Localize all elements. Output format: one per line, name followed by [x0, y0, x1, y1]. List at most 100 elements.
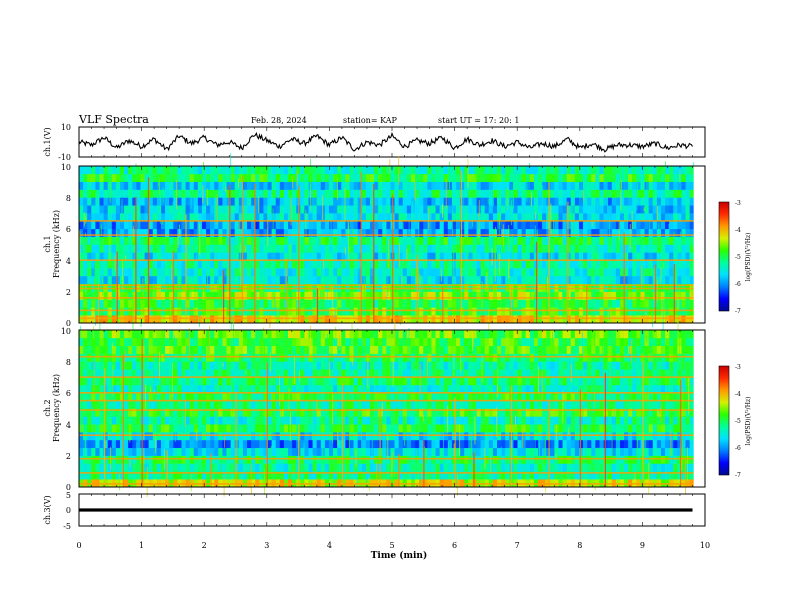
- ch1-spec-cell: [87, 307, 92, 316]
- ch1-spec-cell: [546, 173, 551, 182]
- ch2-spec-cell: [521, 432, 527, 441]
- ch1-spec-cell: [242, 228, 248, 237]
- ch1-spec-cell: [87, 213, 92, 222]
- ch1-spec-cell: [398, 244, 404, 253]
- ch1-spec-cell: [554, 228, 559, 237]
- ch1-spec-cell: [542, 205, 547, 214]
- ch1-spec-cell: [673, 275, 678, 285]
- ch1-spec-cell: [464, 236, 469, 245]
- ch2-spec-cell: [382, 432, 387, 441]
- ch1-spec-speckle: [274, 296, 276, 317]
- ch2-spec-cell: [152, 447, 158, 456]
- ch2-spec-cell: [283, 408, 289, 417]
- ch2-spec-cell: [497, 439, 502, 449]
- ch1-spec-cell: [222, 181, 227, 190]
- ch1-spec-cell: [337, 189, 342, 198]
- ch1-spec-impulse: [567, 201, 569, 323]
- ch1-spec-cell: [279, 244, 285, 253]
- ch1-spec-cell: [488, 228, 494, 237]
- ch1-spec-cell: [185, 244, 190, 253]
- ch1-spec-cell: [234, 268, 240, 277]
- ch1-spec-cell: [423, 173, 428, 182]
- ch1-spec-cell: [242, 307, 248, 316]
- ch1-spec-cell: [665, 268, 670, 277]
- ch1-spec-cell: [681, 252, 686, 261]
- ch2-spec-cell: [206, 400, 211, 409]
- ch1-spec-cell: [550, 166, 555, 175]
- ch1-spec-cell: [132, 228, 137, 237]
- ch2-spec-cell: [517, 416, 522, 425]
- ch1-spec-cell: [443, 220, 449, 230]
- ch1-spec-cell: [271, 213, 277, 222]
- ch2-spec-cell: [394, 471, 399, 480]
- ch1-spec-cell: [357, 166, 363, 175]
- ch1-spec-cell: [308, 307, 313, 316]
- ch1-spec-cell: [79, 244, 84, 253]
- ch2-spec-cell: [669, 432, 674, 441]
- ch1-spec-cell: [300, 236, 305, 245]
- ch1-spec-cell: [247, 236, 252, 245]
- ch1-spec-speckle: [691, 285, 693, 297]
- ch2-spec-cell: [615, 463, 621, 472]
- ch1-spec-cell: [288, 260, 293, 269]
- ch1-spec-cell: [460, 197, 465, 206]
- ch1-spec-speckle: [401, 275, 403, 288]
- ch1-spec-cell: [443, 299, 449, 308]
- ch1-spec-cell: [275, 275, 281, 285]
- ch1-spec-cell: [460, 181, 465, 190]
- ch2-spec-cell: [419, 400, 424, 409]
- ch1-spec-cell: [468, 220, 473, 230]
- ch1-spec-cell: [410, 236, 416, 245]
- ch2-spec-cell: [242, 416, 248, 425]
- ch1-spec-cell: [238, 260, 244, 269]
- ch2-spec-cell: [152, 463, 158, 472]
- ch1-spec-speckle: [505, 286, 506, 295]
- ch2-spec-cell: [222, 424, 227, 433]
- ch1-spec-cell: [468, 244, 473, 253]
- ch2-spec-cell: [558, 463, 563, 472]
- ch1-spec-cell: [140, 315, 145, 324]
- ch1-spec-cell: [636, 275, 641, 285]
- ch1-spec-cell: [570, 299, 576, 308]
- ch1-spec-cell: [152, 189, 158, 198]
- ch1-spec-cell: [386, 291, 391, 300]
- ch2-spec-cell: [181, 408, 186, 417]
- ch2-spec-cell: [460, 471, 465, 480]
- ch1-spec-cell: [558, 252, 563, 261]
- ch1-spec-speckle: [660, 267, 662, 283]
- ch2-spec-cell: [431, 416, 436, 425]
- ch1-spec-cell: [460, 220, 465, 230]
- ch1-spec-cell: [574, 166, 580, 175]
- ch2-spec-cell: [83, 455, 88, 464]
- ch1-spec-cell: [546, 228, 551, 237]
- ch1-spec-speckle: [390, 268, 392, 288]
- ch1-spec-cell: [419, 260, 424, 269]
- ch1-spec-cell: [140, 213, 145, 222]
- ch1-spec-cell: [656, 189, 662, 198]
- ch1-spec-cell: [583, 291, 588, 300]
- ch1-spec-cell: [398, 268, 404, 277]
- ch1-spec-cell: [349, 236, 354, 245]
- ch1-spec-cell: [218, 228, 223, 237]
- ch1-spec-cell: [181, 189, 186, 198]
- ch1-spec-cell: [632, 228, 637, 237]
- ch1-spec-cell: [169, 228, 174, 237]
- ch1-spec-cell: [456, 213, 461, 222]
- ch1-spec-cell: [324, 189, 330, 198]
- ch1-spec-cell: [660, 166, 666, 175]
- ch1-spec-cell: [288, 291, 293, 300]
- ch2-spec-cell: [394, 424, 399, 433]
- ch1-spec-speckle: [170, 301, 171, 324]
- ch1-spec-cell: [378, 252, 383, 261]
- ch2-spec-cell: [165, 408, 170, 417]
- ch1-spec-cell: [136, 205, 141, 214]
- ch1-spec-cell: [443, 260, 449, 269]
- ch1-spec-cell: [103, 252, 108, 261]
- ch1-spec-cell: [398, 307, 404, 316]
- ch1-spec-cell: [304, 181, 309, 190]
- ch1-spec-cell: [316, 252, 322, 261]
- ch2-spec-cell: [189, 424, 195, 433]
- ch1-spec-cell: [624, 268, 629, 277]
- ch2-spec-cell: [488, 416, 494, 425]
- ch2-spec-cell: [685, 408, 690, 417]
